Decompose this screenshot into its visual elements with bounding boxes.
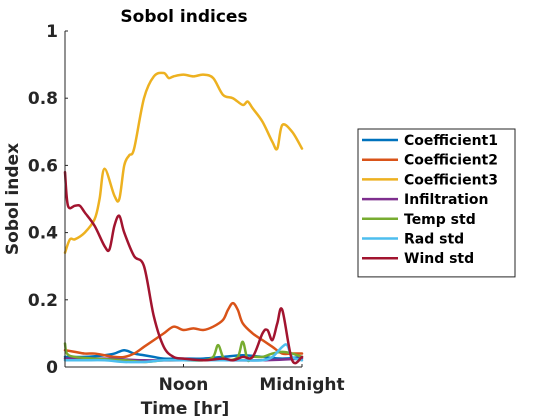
series-line-wind-std xyxy=(63,170,304,365)
y-tick-label: 0.2 xyxy=(28,291,58,311)
legend-label-infiltration: Infiltration xyxy=(404,192,488,208)
chart-title: Sobol indices xyxy=(120,7,247,27)
plot-area xyxy=(65,31,302,367)
x-tick-label: Midnight xyxy=(259,375,344,395)
y-tick-label: 0.6 xyxy=(28,156,58,176)
legend-box xyxy=(357,128,516,278)
series-layer xyxy=(63,71,304,365)
legend: Coefficient1 Coefficient2 Coefficient3 Infi… xyxy=(357,128,516,278)
y-tick-label: 0.4 xyxy=(28,224,58,244)
series-line-coefficient3 xyxy=(63,71,304,255)
legend-label-coefficient3: Coefficient3 xyxy=(404,172,498,188)
legend-label-rad-std: Rad std xyxy=(404,232,464,248)
plot-background xyxy=(65,31,302,367)
axes-layer: 0 0.2 0.4 0.6 0.8 1 Noon Midnight xyxy=(28,22,345,395)
legend-label-coefficient1: Coefficient1 xyxy=(404,133,498,149)
x-tick-label: Noon xyxy=(159,375,209,395)
legend-label-temp-std: Temp std xyxy=(404,212,476,228)
y-tick-label: 0.8 xyxy=(28,89,58,109)
legend-label-coefficient2: Coefficient2 xyxy=(404,153,498,169)
y-axis-title: Sobol index xyxy=(3,143,23,255)
y-tick-label: 0 xyxy=(46,358,58,378)
legend-label-wind-std: Wind std xyxy=(404,251,474,267)
x-axis-title: Time [hr] xyxy=(141,399,230,419)
y-tick-label: 1 xyxy=(46,22,58,42)
